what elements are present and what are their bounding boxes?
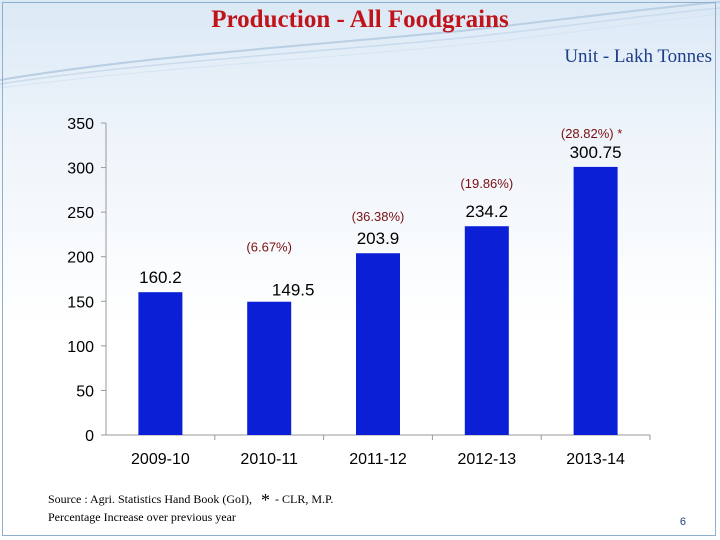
- bar: [356, 253, 400, 435]
- data-label: 203.9: [357, 229, 400, 248]
- percent-change-label: (28.82%) *: [561, 126, 622, 141]
- data-label: 234.2: [466, 202, 509, 221]
- y-tick-label: 150: [67, 294, 94, 311]
- y-tick-label: 50: [76, 383, 94, 400]
- data-label: 300.75: [570, 143, 622, 162]
- bar: [464, 226, 509, 435]
- x-tick-label: 2011-12: [349, 451, 407, 468]
- header-swoosh-decoration: [0, 1, 720, 89]
- bar: [138, 292, 183, 435]
- x-tick-label: 2013-14: [566, 451, 625, 468]
- data-label: 149.5: [272, 281, 315, 300]
- unit-label: Unit - Lakh Tonnes: [564, 46, 712, 67]
- footer-note: Percentage Increase over previous year: [48, 510, 236, 524]
- data-label: 160.2: [139, 268, 182, 287]
- y-tick-label: 350: [67, 116, 94, 133]
- percent-change-label: (6.67%): [246, 240, 292, 255]
- y-tick-label: 200: [67, 250, 94, 267]
- y-tick-label: 300: [67, 161, 94, 178]
- clr-text: - CLR, M.P.: [274, 492, 334, 506]
- footer-source: Source : Agri. Statistics Hand Book (GoI…: [48, 490, 333, 511]
- y-tick-label: 0: [85, 428, 94, 445]
- page-number: 6: [679, 516, 686, 528]
- source-text: Source : Agri. Statistics Hand Book (GoI…: [48, 492, 252, 506]
- x-tick-label: 2012-13: [457, 451, 516, 468]
- bar: [573, 166, 618, 435]
- x-tick-label: 2009-10: [131, 451, 190, 468]
- percent-change-label: (36.38%): [352, 209, 405, 224]
- bar: [247, 301, 292, 435]
- star-marker: *: [260, 490, 270, 510]
- y-tick-label: 250: [67, 205, 94, 222]
- x-tick-label: 2010-11: [240, 451, 298, 468]
- page-title: Production - All Foodgrains: [211, 6, 509, 33]
- bar-chart: 0 50 100 150 200 250 300 350 2009-10 160.2 2010-11…: [67, 116, 651, 468]
- percent-change-label: (19.86%): [460, 176, 513, 191]
- y-tick-label: 100: [67, 339, 94, 356]
